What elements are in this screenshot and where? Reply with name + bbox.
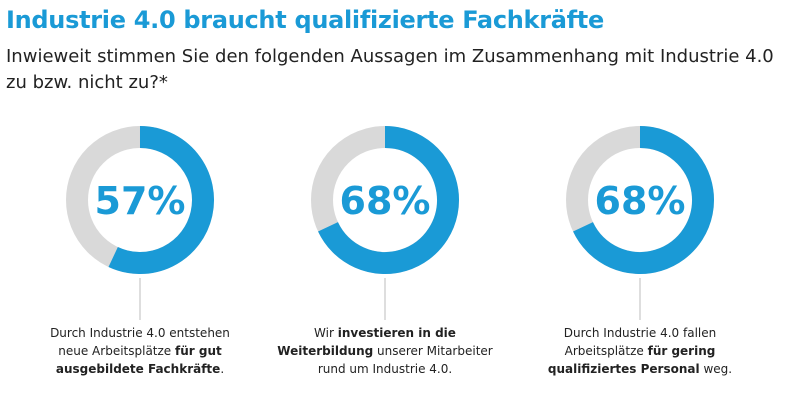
page-subtitle: Inwieweit stimmen Sie den folgenden Auss… xyxy=(6,46,774,93)
donut-center-label: 68% xyxy=(595,179,686,223)
donut-chart-1: 57% Durch Industrie 4.0 entstehen neue Arb… xyxy=(20,116,260,396)
caption-text: . xyxy=(220,362,225,376)
caption-line: Arbeitsplätze für gering xyxy=(520,342,760,360)
donut-value-arc xyxy=(573,126,714,274)
donut-value-arc xyxy=(318,126,459,274)
caption-text: rund um Industrie 4.0. xyxy=(317,362,453,376)
caption-line: qualifiziertes Personal weg. xyxy=(520,360,760,378)
donut-svg: 68% xyxy=(311,126,459,320)
caption-line: rund um Industrie 4.0. xyxy=(265,360,505,378)
statement-caption: Durch Industrie 4.0 entstehen neue Arbeit… xyxy=(20,324,260,378)
caption-text: neue Arbeitsplätze xyxy=(58,344,175,358)
caption-text: unserer Mitarbeiter xyxy=(373,344,493,358)
donut-chart-3: 68% Durch Industrie 4.0 fallen Arbeitsplät… xyxy=(520,116,760,396)
caption-text: Wir xyxy=(314,326,338,340)
caption-emphasis: investieren in die xyxy=(337,326,456,340)
caption-text: Durch Industrie 4.0 fallen xyxy=(563,326,717,340)
caption-text: weg. xyxy=(699,362,733,376)
donut-center-label: 57% xyxy=(95,179,186,223)
caption-line: Durch Industrie 4.0 entstehen xyxy=(20,324,260,342)
donut-center-label: 68% xyxy=(340,179,431,223)
caption-emphasis: Weiterbildung xyxy=(277,344,374,358)
donut-chart-2: 68% Wir investieren in die Weiterbildung u… xyxy=(265,116,505,396)
statement-caption: Durch Industrie 4.0 fallen Arbeitsplätze … xyxy=(520,324,760,378)
caption-line: ausgebildete Fachkräfte. xyxy=(20,360,260,378)
caption-line: Durch Industrie 4.0 fallen xyxy=(520,324,760,342)
caption-text: Durch Industrie 4.0 entstehen xyxy=(50,326,230,340)
page-title: Industrie 4.0 braucht qualifizierte Fach… xyxy=(6,6,604,34)
caption-emphasis: für gut xyxy=(175,344,222,358)
donut-value-arc xyxy=(108,126,214,274)
caption-emphasis: ausgebildete Fachkräfte xyxy=(55,362,221,376)
donut-svg: 57% xyxy=(66,126,214,320)
caption-text: Arbeitsplätze xyxy=(564,344,648,358)
caption-emphasis: für gering xyxy=(647,344,716,358)
statement-caption: Wir investieren in die Weiterbildung unse… xyxy=(265,324,505,378)
caption-line: Wir investieren in die xyxy=(265,324,505,342)
caption-line: Weiterbildung unserer Mitarbeiter xyxy=(265,342,505,360)
caption-emphasis: qualifiziertes Personal xyxy=(547,362,700,376)
donut-svg: 68% xyxy=(566,126,714,320)
caption-line: neue Arbeitsplätze für gut xyxy=(20,342,260,360)
